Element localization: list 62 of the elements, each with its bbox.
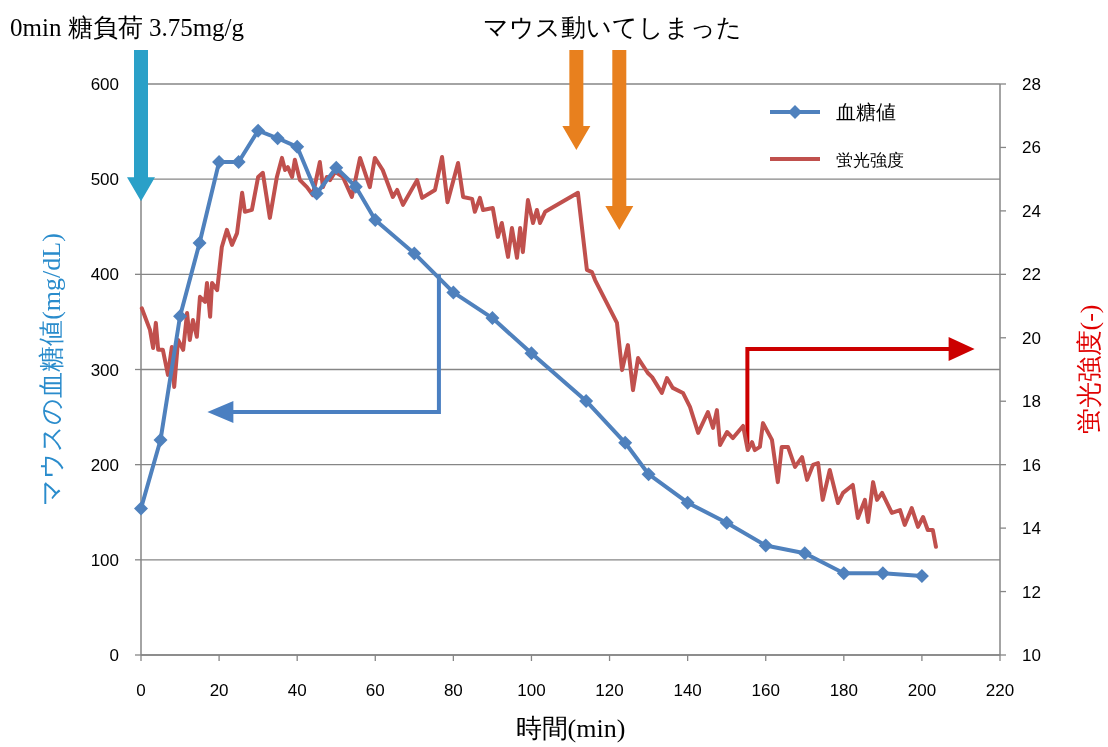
point — [309, 186, 324, 201]
text: 0min 糖負荷 3.75mg/g — [10, 14, 245, 41]
y-tick-label: 400 — [90, 265, 119, 285]
point — [719, 515, 734, 530]
x-tick-label: 100 — [517, 681, 546, 700]
x-axis-title: 時間(min) — [515, 714, 626, 743]
point — [407, 246, 422, 261]
point — [914, 569, 929, 584]
x-tick-label: 40 — [287, 681, 307, 700]
point — [173, 309, 188, 324]
point — [797, 546, 812, 561]
point — [329, 160, 344, 175]
x-tick-label: 60 — [365, 681, 385, 700]
point — [875, 566, 890, 581]
point — [134, 501, 148, 516]
x-tick-label: 180 — [829, 681, 859, 700]
y-tick-label: 100 — [90, 550, 119, 570]
point — [251, 123, 266, 138]
y2-tick-label: 10 — [1022, 646, 1041, 665]
legend-label: 血糖値 — [836, 101, 896, 123]
point — [641, 467, 656, 482]
point — [446, 285, 461, 300]
y2-tick-label: 12 — [1022, 582, 1041, 602]
point — [680, 495, 695, 510]
x-tick-label: 220 — [985, 681, 1015, 700]
legend-label: 蛍光強度 — [836, 151, 904, 170]
y-tick-label: 600 — [90, 75, 119, 94]
y2-tick-label: 26 — [1022, 138, 1041, 158]
point — [368, 213, 383, 228]
x-tick-label: 80 — [443, 681, 463, 700]
x-tick-label: 160 — [751, 681, 780, 700]
point — [348, 179, 363, 194]
x-tick-label: 20 — [209, 681, 229, 700]
x-tick-label: 200 — [907, 681, 937, 700]
text: マウス動いてしまった — [482, 13, 742, 41]
y2-tick-label: 20 — [1022, 328, 1041, 348]
y-axis-title: マウスの血糖値(mg/dL) — [37, 233, 66, 506]
y-tick-label: 300 — [90, 360, 119, 380]
y2-tick-label: 28 — [1022, 75, 1041, 94]
y-tick-label: 500 — [90, 170, 119, 190]
point — [524, 346, 539, 361]
point — [270, 131, 285, 146]
y-tick-label: 200 — [90, 455, 119, 475]
point — [231, 155, 246, 170]
point — [290, 139, 305, 154]
x-tick-label: 140 — [673, 681, 702, 700]
y2-tick-label: 18 — [1022, 392, 1041, 412]
point — [758, 538, 773, 553]
y2-axis-title: 蛍光強度(-) — [1075, 304, 1104, 435]
y2-tick-label: 24 — [1022, 201, 1041, 221]
point — [153, 432, 168, 447]
y-tick-label: 0 — [109, 646, 119, 665]
x-tick-label: 120 — [595, 681, 624, 700]
point — [836, 566, 851, 581]
point — [618, 435, 633, 450]
point — [579, 393, 594, 408]
x-tick-label: 0 — [136, 681, 146, 700]
y2-tick-label: 16 — [1022, 455, 1041, 475]
y2-tick-label: 14 — [1022, 519, 1041, 539]
point — [192, 235, 207, 250]
point — [485, 311, 500, 326]
y2-tick-label: 22 — [1022, 265, 1041, 285]
